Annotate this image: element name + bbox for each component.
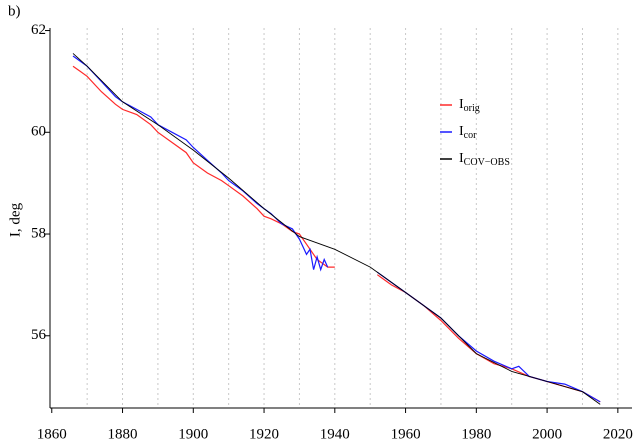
y-tick-label: 56: [31, 327, 47, 343]
x-tick-label: 1880: [108, 426, 138, 442]
series-line: [72, 65, 601, 403]
legend-label: Icor: [459, 124, 477, 141]
legend-subscript: COV−OBS: [464, 157, 510, 168]
y-axis-label: I, deg: [7, 202, 23, 237]
legend-label: Iorig: [459, 97, 480, 114]
series-line: [72, 55, 601, 403]
y-tick-label: 58: [31, 225, 46, 241]
legend-label: ICOV−OBS: [459, 151, 510, 168]
y-tick-label: 62: [31, 22, 46, 38]
legend-name: I: [459, 151, 464, 166]
panel-label: b): [8, 3, 21, 19]
y-tick-label: 60: [31, 124, 46, 140]
x-tick-label: 1980: [461, 426, 491, 442]
x-tick-label: 1860: [37, 426, 67, 442]
legend-name: I: [459, 97, 464, 112]
x-tick-label: 1900: [178, 426, 208, 442]
legend-subscript: orig: [464, 103, 480, 114]
x-tick-label: 2000: [532, 426, 562, 442]
series-line: [72, 53, 601, 405]
x-tick-label: 1940: [320, 426, 350, 442]
x-tick-label: 2020: [603, 426, 633, 442]
x-tick-label: 1960: [391, 426, 421, 442]
legend-subscript: cor: [464, 130, 477, 141]
x-tick-label: 1920: [249, 426, 279, 442]
legend-name: I: [459, 124, 464, 139]
